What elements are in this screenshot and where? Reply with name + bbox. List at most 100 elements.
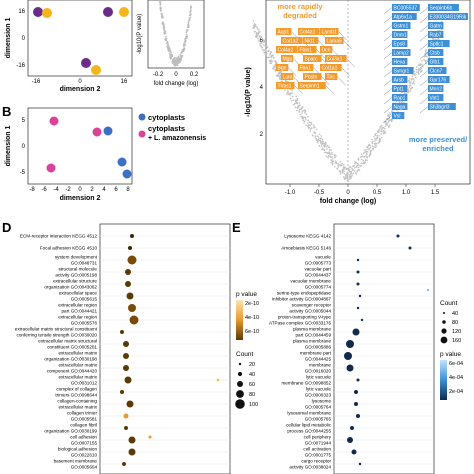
panel-c-point — [324, 143, 326, 146]
panel-c-point — [255, 36, 258, 38]
panel-c-point — [350, 170, 353, 173]
blue-gene-label: Sh3bgrl3 — [430, 105, 450, 111]
count-legend-label: 60 — [249, 382, 255, 388]
panel-a2-point — [183, 42, 186, 44]
panel-e-point — [352, 328, 360, 336]
panel-c-point — [384, 132, 387, 134]
panel-d-term-label: extracellular structure — [53, 279, 97, 284]
panel-d-point — [128, 246, 132, 250]
panel-d-term-label: collagen trimer — [67, 411, 98, 416]
panel-c-point — [296, 102, 299, 105]
panel-c-point — [285, 80, 287, 82]
panel-b-point — [46, 163, 56, 173]
blue-gene-label: Dnm1 — [394, 33, 408, 39]
panel-a2-point — [166, 42, 169, 45]
panel-a2-point — [171, 55, 174, 58]
blue-gene-label: Sptlc1 — [430, 42, 444, 48]
panel-b-xticks: -8 -6 -4 -2 0 2 4 6 8 — [29, 187, 130, 193]
panel-c-point — [263, 41, 265, 43]
panel-c-point — [380, 133, 383, 135]
panel-d-terms: ECM-receptor interaction KEGG 4512 Focal … — [15, 234, 98, 470]
panel-e-pvalue-title: p value — [440, 351, 461, 358]
panel-d-point — [128, 448, 136, 456]
panel-c-point — [337, 163, 340, 165]
panel-c-point — [438, 29, 440, 32]
blue-gene-box — [428, 22, 444, 29]
legend-label-cytoplasts-infected: cytoplasts — [148, 124, 185, 133]
panel-c-ytick-0: 6 — [260, 38, 264, 44]
blue-gene-leader — [419, 106, 429, 114]
count-legend-label: 40 — [249, 372, 255, 378]
panel-c-point — [354, 162, 356, 165]
count-legend-label: 20 — [249, 362, 255, 368]
panel-d-term-label: activity GO:0005198 — [55, 272, 97, 277]
panel-e-point — [347, 437, 353, 443]
panel-c-point — [371, 141, 374, 143]
orange-gene-label: Col4a2 — [278, 48, 294, 54]
blue-gene-leader — [383, 79, 393, 87]
panel-c-point — [301, 117, 303, 119]
count-legend-dot — [237, 381, 243, 387]
blue-gene-box — [392, 103, 408, 110]
blue-gene-box — [392, 76, 408, 83]
panel-a2-point — [183, 43, 185, 46]
panel-c-point — [321, 138, 324, 141]
panel-c-point — [346, 167, 349, 170]
panel-c-preserved-text: more preserved/enriched — [409, 135, 468, 153]
panel-a-ytick-2: -16 — [16, 63, 25, 69]
panel-e-term-label: plasma membrane — [293, 339, 331, 344]
panel-b-xtick: -2 — [65, 187, 71, 193]
blue-gene-leader — [419, 97, 429, 105]
panel-d-point — [120, 390, 124, 394]
orange-gene-label: Col1a1 — [322, 66, 338, 72]
blue-gene-box — [428, 58, 444, 65]
panel-a2-point — [168, 52, 171, 55]
orange-gene-label: Bgn — [278, 66, 287, 72]
panel-c-point — [320, 135, 323, 137]
panel-a2-point — [169, 55, 172, 58]
panel-e-count-title: Count — [440, 300, 458, 307]
panel-c-point — [273, 56, 275, 59]
panel-c-point — [374, 133, 377, 136]
panel-b-xtick: -8 — [29, 187, 35, 193]
panel-c-point — [369, 144, 372, 147]
orange-gene-leader — [288, 67, 297, 77]
panel-c-point — [314, 135, 317, 137]
panel-c-point — [374, 146, 377, 149]
orange-gene-leader — [316, 49, 325, 59]
panel-d-points — [120, 234, 220, 466]
panel-c-point — [355, 172, 357, 174]
panel-d-term-label: extracellular region — [58, 315, 97, 320]
panel-d-term-label: trimers GO:0098644 — [55, 392, 97, 397]
panel-a-ytick-1: 0 — [22, 36, 26, 42]
panel-a: dimension 1 16 0 -16 -16 0 16 dimension … — [5, 0, 133, 93]
panel-c-point — [356, 162, 359, 165]
panel-a2-point — [177, 57, 179, 60]
panel-c-point — [348, 171, 351, 173]
panel-c-point — [254, 25, 257, 28]
panel-c-point — [258, 39, 260, 41]
panel-c-point — [384, 121, 387, 123]
panel-c-point — [388, 116, 391, 118]
panel-a2-points — [159, 1, 193, 67]
panel-b-xtick: 4 — [102, 187, 106, 193]
blue-gene-box — [428, 40, 450, 47]
panel-c-point — [295, 95, 298, 98]
blue-gene-leader — [383, 88, 393, 96]
count-legend-dot — [238, 362, 242, 366]
panel-c-point — [409, 84, 412, 87]
panel-c-point — [316, 141, 319, 144]
orange-gene-leader — [343, 40, 352, 50]
panel-b-ylabel: dimension 1 — [5, 125, 12, 166]
panel-a-ylabel: dimension 1 — [5, 17, 12, 58]
orange-gene-label: Thbs1 — [278, 84, 292, 90]
panel-a2-point — [165, 37, 168, 40]
panel-c-point — [377, 130, 379, 132]
blue-gene-leader — [383, 70, 393, 78]
panel-c-point — [334, 156, 337, 159]
panel-c-point — [287, 89, 289, 92]
panel-c-point — [343, 167, 345, 169]
panel-d-pvalue-tick: 6e-10 — [245, 329, 259, 335]
orange-gene-box — [281, 55, 294, 62]
panel-c-point — [267, 50, 270, 53]
